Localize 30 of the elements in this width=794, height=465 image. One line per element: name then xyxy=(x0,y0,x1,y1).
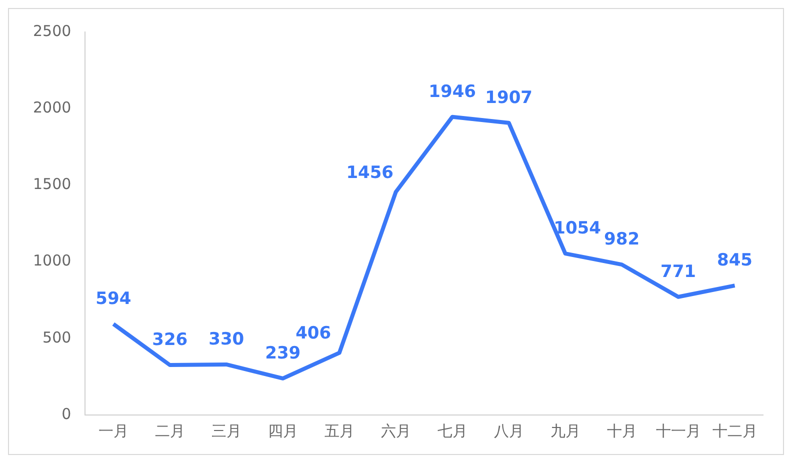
x-tick-label: 七月 xyxy=(437,422,468,440)
y-tick-label: 0 xyxy=(62,404,72,423)
x-tick-label: 十月 xyxy=(606,422,637,440)
y-tick-label: 2000 xyxy=(32,98,72,116)
data-label: 771 xyxy=(660,262,696,282)
data-label: 326 xyxy=(152,330,188,350)
x-tick-label: 四月 xyxy=(268,422,298,440)
x-tick-label: 一月 xyxy=(98,422,128,440)
y-tick-label: 1000 xyxy=(32,252,72,270)
x-tick-label: 八月 xyxy=(494,422,524,440)
data-label: 239 xyxy=(265,343,301,364)
data-label: 1456 xyxy=(346,162,394,183)
y-tick-label: 2500 xyxy=(32,22,72,40)
data-label: 330 xyxy=(208,329,244,350)
data-label: 1946 xyxy=(428,82,476,102)
y-tick-label: 500 xyxy=(42,328,72,346)
data-label: 982 xyxy=(604,229,640,250)
x-tick-label: 十一月 xyxy=(656,422,701,440)
data-label: 594 xyxy=(96,288,132,309)
y-tick-label: 1500 xyxy=(32,175,72,194)
x-tick-label: 六月 xyxy=(380,422,411,440)
data-label: 406 xyxy=(296,324,332,344)
data-label: 845 xyxy=(717,250,753,270)
x-tick-label: 九月 xyxy=(550,422,580,440)
x-tick-label: 三月 xyxy=(211,422,242,440)
x-tick-label: 五月 xyxy=(324,422,354,440)
x-tick-label: 二月 xyxy=(154,422,185,440)
data-label: 1054 xyxy=(554,218,602,238)
data-label: 1907 xyxy=(485,88,532,108)
x-tick-label: 十二月 xyxy=(712,422,758,440)
